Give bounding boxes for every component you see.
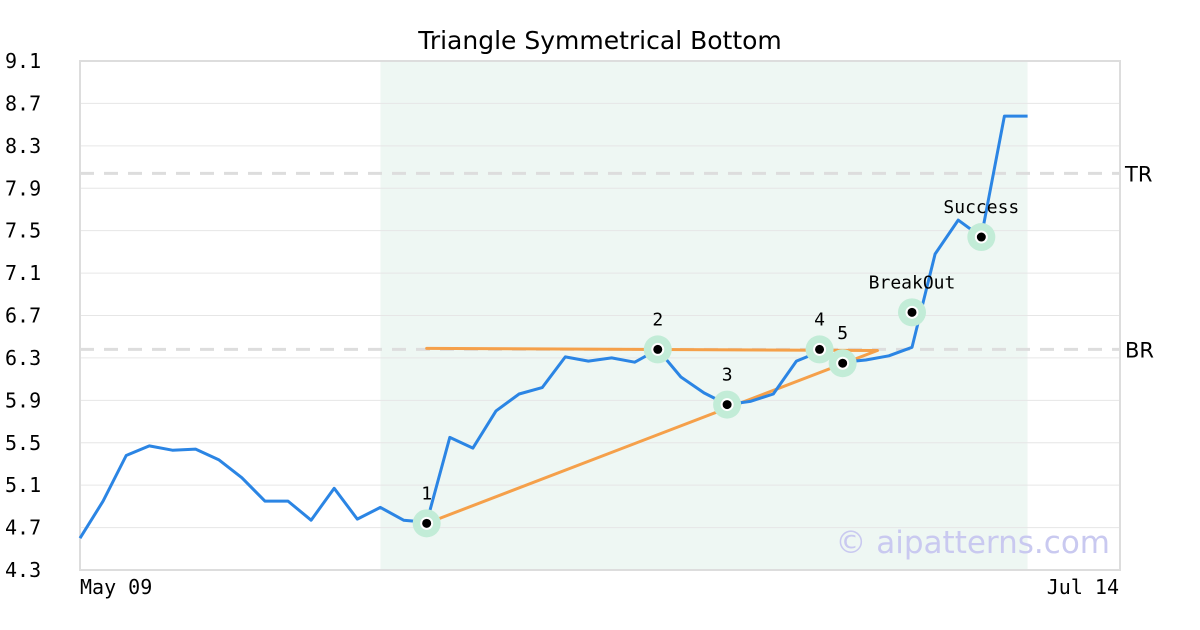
point-label-1: 1 (421, 483, 432, 504)
reference-label-tr: TR (1124, 162, 1152, 186)
price-line (78, 114, 1028, 539)
reference-label-br: BR (1125, 338, 1154, 362)
point-label-4: 4 (814, 309, 825, 330)
y-tick-label: 7.1 (5, 261, 41, 285)
point-marker-2 (651, 342, 665, 356)
x-axis-end-label: Jul 14 (1047, 575, 1119, 599)
y-tick-label: 5.9 (5, 388, 41, 412)
pattern-line-2 (425, 348, 879, 525)
y-tick-label: 6.7 (5, 304, 41, 328)
x-axis-start-label: May 09 (80, 575, 152, 599)
y-tick-label: 7.9 (5, 176, 41, 200)
point-label-2: 2 (652, 309, 663, 330)
point-marker-5 (836, 356, 850, 370)
y-tick-label: 6.3 (5, 346, 41, 370)
point-marker-success (974, 230, 988, 244)
y-tick-label: 4.3 (5, 558, 41, 582)
y-tick-label: 5.1 (5, 473, 41, 497)
plot-frame (79, 60, 1121, 571)
y-tick-label: 8.3 (5, 134, 41, 158)
point-label-3: 3 (722, 365, 733, 386)
point-marker-3 (720, 398, 734, 412)
point-marker-breakout (905, 305, 919, 319)
y-tick-label: 5.5 (5, 431, 41, 455)
y-tick-label: 4.7 (5, 516, 41, 540)
y-tick-label: 7.5 (5, 219, 41, 243)
point-marker-1 (420, 516, 434, 530)
chart-title: Triangle Symmetrical Bottom (417, 26, 782, 55)
point-label-breakout: BreakOut (869, 272, 956, 293)
y-tick-label: 9.1 (5, 49, 41, 73)
point-marker-4 (813, 342, 827, 356)
point-label-5: 5 (837, 323, 848, 344)
point-label-success: Success (943, 197, 1019, 218)
watermark: © aipatterns.com (835, 525, 1110, 561)
y-tick-label: 8.7 (5, 91, 41, 115)
